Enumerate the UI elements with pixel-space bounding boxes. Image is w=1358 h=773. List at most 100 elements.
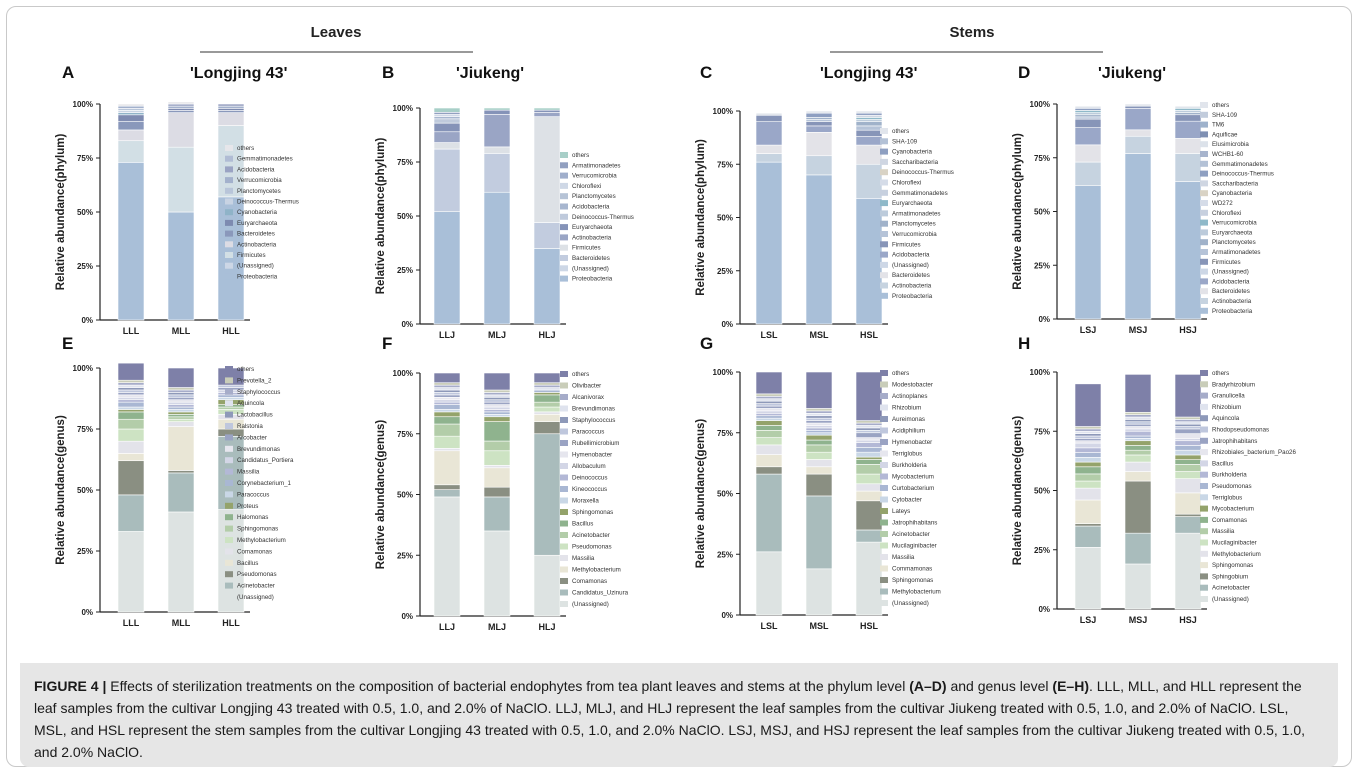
- legend-label: Sphingomonas: [1212, 562, 1253, 569]
- legend-swatch: [880, 210, 888, 217]
- x-tick-label: HSJ: [1179, 325, 1197, 335]
- bar-segment: [805, 119, 833, 122]
- legend-label: others: [237, 366, 254, 373]
- legend-label: Jatrophihabitans: [1212, 438, 1257, 445]
- bar-segment: [117, 112, 145, 116]
- bar-segment: [805, 110, 833, 114]
- bar-segment: [1124, 445, 1152, 451]
- bar-segment: [533, 116, 561, 223]
- legend-swatch: [225, 366, 233, 372]
- legend-swatch: [560, 203, 568, 210]
- bar-segment: [755, 420, 783, 426]
- y-axis-label: Relative abundance(genus): [375, 420, 387, 570]
- bar-segment: [167, 411, 195, 415]
- bar-segment: [1074, 112, 1102, 116]
- legend-swatch: [560, 394, 568, 400]
- bar-segment: [217, 196, 245, 321]
- legend-label: Acinetobacter: [892, 531, 930, 538]
- legend-label: Verrucomicrobia: [892, 231, 937, 238]
- legend-label: others: [1212, 102, 1229, 109]
- legend-label: Euryarchaeota: [892, 200, 933, 207]
- bar-segment: [117, 531, 145, 613]
- legend-swatch: [560, 463, 568, 469]
- bar-segment: [1124, 135, 1152, 154]
- bar-segment: [117, 440, 145, 454]
- legend-label: Massilia: [892, 554, 915, 561]
- legend-swatch: [1200, 111, 1208, 118]
- y-tick-label: 50%: [1034, 487, 1050, 496]
- bar-segment: [1174, 419, 1202, 423]
- legend-label: Olivibacter: [572, 383, 601, 390]
- y-tick-label: 50%: [1034, 208, 1050, 217]
- legend-label: Candidatus_Portiera: [237, 457, 294, 464]
- legend-label: Proteobacteria: [237, 273, 278, 280]
- bar-segment: [433, 107, 461, 113]
- legend-swatch: [225, 582, 233, 589]
- legend-label: Planctomycetes: [572, 193, 616, 200]
- bar-stack-hlj: [533, 372, 561, 617]
- bar-segment: [117, 379, 145, 383]
- bar-segment: [1174, 423, 1202, 427]
- bar-segment: [855, 459, 883, 465]
- legend-label: Hymenobacter: [572, 452, 612, 459]
- bar-segment: [1174, 428, 1202, 434]
- panel-c: C 'Longjing 43' 0% 25% 50% 75% 100% Relative ab…: [695, 63, 954, 340]
- bar-segment: [1124, 430, 1152, 437]
- bar-segment: [533, 382, 561, 386]
- legend-label: Chloroflexi: [1212, 210, 1241, 217]
- legend-label: Bacillus: [237, 560, 258, 567]
- legend-label: Staphylococcus: [572, 417, 615, 424]
- stems-title: Stems: [949, 24, 994, 41]
- legend-swatch: [1200, 426, 1208, 433]
- bar-segment: [117, 411, 145, 420]
- bar-segment: [533, 248, 561, 325]
- legend-swatch: [880, 292, 888, 299]
- bar-segment: [167, 112, 195, 148]
- legend-label: Acidiphilium: [892, 428, 925, 435]
- legend-swatch: [225, 434, 233, 441]
- bar-segment: [805, 439, 833, 446]
- bar-segment: [483, 114, 511, 148]
- bar-segment: [167, 414, 195, 418]
- legend-swatch: [880, 393, 888, 399]
- bar-segment: [167, 396, 195, 401]
- bar-segment: [855, 490, 883, 502]
- legend-swatch: [880, 531, 888, 537]
- legend-label: Firmicutes: [237, 252, 266, 259]
- bar-segment: [755, 112, 783, 116]
- bar-segment: [1174, 114, 1202, 122]
- y-tick-label: 25%: [717, 267, 733, 276]
- bar-segment: [855, 464, 883, 475]
- bar-segment: [755, 454, 783, 468]
- bar-segment: [805, 155, 833, 176]
- header-leaves: Leaves: [200, 24, 473, 53]
- bar-segment: [533, 401, 561, 408]
- bar-segment: [117, 453, 145, 462]
- bar-segment: [755, 371, 783, 395]
- legend-label: Halomonas: [237, 514, 268, 521]
- bar-segment: [855, 456, 883, 460]
- x-tick-label: MLL: [172, 326, 191, 336]
- panel-letter: E: [62, 334, 73, 353]
- legend-swatch: [880, 496, 888, 503]
- bar-segment: [533, 421, 561, 435]
- y-tick-label: 100%: [1030, 100, 1050, 109]
- bar-segment: [1174, 433, 1202, 439]
- legend-label: Armatimonadetes: [572, 162, 621, 169]
- bar-segment: [167, 406, 195, 410]
- legend-swatch: [880, 128, 888, 134]
- bar-stack-llj: [433, 372, 461, 617]
- legend-label: Armatimonadetes: [892, 210, 941, 217]
- legend-swatch: [1200, 596, 1208, 602]
- legend-swatch: [880, 554, 888, 560]
- bar-segment: [1124, 454, 1152, 463]
- bar-segment: [167, 409, 195, 413]
- legend-label: Ralstonia: [237, 423, 263, 430]
- legend-swatch: [560, 265, 568, 272]
- bar-segment: [755, 393, 783, 397]
- legend-label: Jatrophihabitans: [892, 520, 937, 527]
- legend-swatch: [225, 252, 233, 258]
- legend-swatch: [560, 428, 568, 435]
- legend-swatch: [225, 559, 233, 566]
- y-tick-label: 0%: [721, 611, 733, 620]
